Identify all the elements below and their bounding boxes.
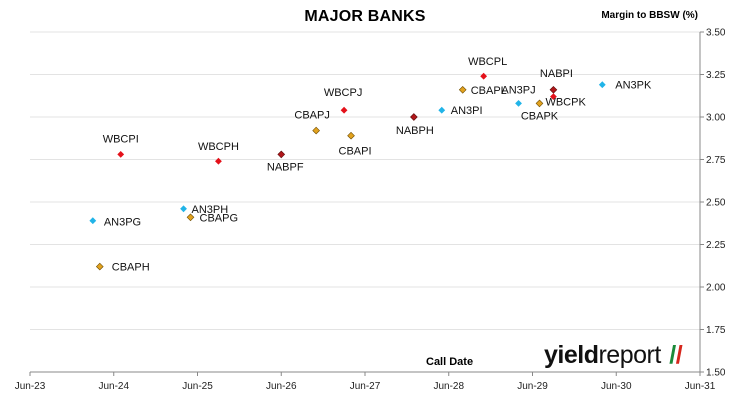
x-tick-label: Jun-26 xyxy=(266,381,297,392)
point-an3pj xyxy=(515,100,522,107)
percent-logo-icon: // xyxy=(669,341,682,370)
point-cbapi xyxy=(347,131,355,140)
y-tick-label: 3.50 xyxy=(706,28,726,39)
x-tick-label: Jun-31 xyxy=(685,381,716,392)
y-tick-label: 3.00 xyxy=(706,113,726,124)
logo-slash-left: / xyxy=(669,341,676,369)
point-cbapk xyxy=(535,99,544,108)
point-nabpi xyxy=(549,85,558,94)
point-label-wbcph: WBCPH xyxy=(198,141,239,153)
point-an3ph xyxy=(180,205,187,213)
point-label-an3pi: AN3PI xyxy=(451,105,483,117)
x-tick-label: Jun-28 xyxy=(433,381,464,392)
point-label-nabpi: NABPI xyxy=(540,68,573,80)
y-tick-label: 2.75 xyxy=(706,155,726,166)
point-label-cbapl: CBAPL xyxy=(471,85,507,97)
point-label-cbapg: CBAPG xyxy=(200,212,239,224)
point-cbaph xyxy=(95,262,104,271)
point-label-an3pk: AN3PK xyxy=(615,80,652,92)
point-cbapg xyxy=(186,213,195,222)
point-wbcpj xyxy=(340,106,348,114)
x-tick-label: Jun-29 xyxy=(517,381,548,392)
x-axis-label: Call Date xyxy=(426,356,474,368)
point-wbcpk xyxy=(550,93,557,100)
point-label-cbaph: CBAPH xyxy=(112,262,150,274)
x-tick-label: Jun-27 xyxy=(350,381,381,392)
point-label-cbapi: CBAPI xyxy=(339,146,372,158)
point-an3pi xyxy=(438,106,446,114)
x-tick-label: Jun-23 xyxy=(15,381,46,392)
logo-slash-right: / xyxy=(675,341,683,369)
x-tick-label: Jun-25 xyxy=(182,381,213,392)
point-label-cbapk: CBAPK xyxy=(521,110,559,122)
point-label-nabpf: NABPF xyxy=(267,161,304,173)
point-label-wbcpj: WBCPJ xyxy=(324,87,363,99)
y-axis-label: Margin to BBSW (%) xyxy=(601,10,698,21)
y-tick-label: 2.00 xyxy=(706,283,726,294)
point-label-wbcpk: WBCPK xyxy=(545,97,586,109)
y-tick-label: 3.25 xyxy=(706,70,726,81)
point-nabpf xyxy=(277,150,286,159)
y-tick-label: 1.75 xyxy=(706,325,726,336)
point-nabph xyxy=(410,113,418,121)
point-label-cbapj: CBAPJ xyxy=(294,110,329,122)
logo-word-yield: yield xyxy=(544,341,599,369)
point-label-wbcpl: WBCPL xyxy=(468,56,507,68)
point-wbcph xyxy=(215,157,222,165)
point-cbapl xyxy=(458,85,467,94)
point-an3pg xyxy=(89,217,97,225)
yieldreport-logo: yieldreport // xyxy=(544,341,683,370)
point-label-wbcpi: WBCPI xyxy=(103,133,139,145)
logo-word-report: report xyxy=(598,341,661,369)
chart-title: MAJOR BANKS xyxy=(304,8,426,25)
y-tick-label: 1.50 xyxy=(706,368,726,379)
y-tick-label: 2.25 xyxy=(706,240,726,251)
point-label-an3ph: AN3PH xyxy=(192,204,229,216)
y-tick-label: 2.50 xyxy=(706,198,726,209)
point-label-nabph: NABPH xyxy=(396,125,434,137)
point-cbapj xyxy=(312,126,320,135)
point-label-an3pg: AN3PG xyxy=(104,217,141,229)
point-wbcpi xyxy=(117,151,125,158)
x-tick-label: Jun-30 xyxy=(601,381,632,392)
point-wbcpl xyxy=(480,72,488,80)
x-tick-label: Jun-24 xyxy=(98,381,129,392)
point-an3pk xyxy=(598,81,606,89)
point-label-an3pj: AN3PJ xyxy=(501,84,535,96)
